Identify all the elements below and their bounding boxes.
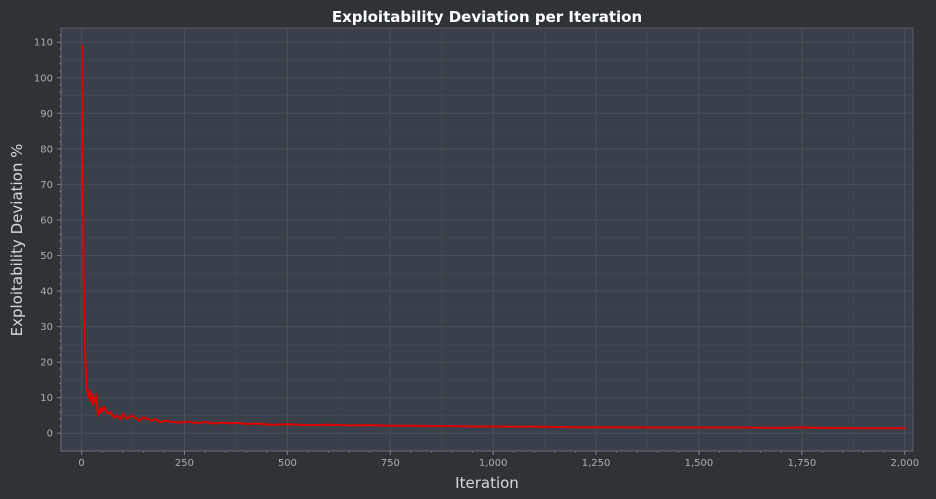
x-tick-label: 750 <box>381 458 400 469</box>
y-tick-label: 70 <box>40 180 53 191</box>
axes <box>60 28 913 452</box>
x-tick-label: 1,750 <box>788 458 817 469</box>
y-tick-label: 80 <box>40 144 53 155</box>
y-tick-label: 90 <box>40 109 53 120</box>
x-tick-label: 0 <box>78 458 84 469</box>
tick-marks <box>57 34 906 455</box>
plot-area <box>60 27 914 452</box>
y-tick-label: 50 <box>40 251 53 262</box>
y-tick-label: 100 <box>34 73 53 84</box>
y-tick-label: 10 <box>40 393 53 404</box>
x-axis-title: Iteration <box>455 474 519 492</box>
x-tick-label: 250 <box>175 458 194 469</box>
x-tick-label: 500 <box>278 458 297 469</box>
x-tick-label: 1,250 <box>582 458 611 469</box>
grid-lines <box>61 28 913 451</box>
y-axis-title: Exploitability Deviation % <box>8 144 26 337</box>
x-tick-label: 2,000 <box>890 458 919 469</box>
y-tick-label: 20 <box>40 358 53 369</box>
y-tick-label: 30 <box>40 322 53 333</box>
y-tick-label: 0 <box>47 429 53 440</box>
x-tick-labels: 0 250 500 750 1,000 1,250 1,500 1,750 2,000 <box>78 458 919 469</box>
y-tick-label: 110 <box>34 38 53 49</box>
series-layer <box>81 44 906 430</box>
x-tick-label: 1,500 <box>685 458 714 469</box>
y-tick-label: 40 <box>40 287 53 298</box>
series-line <box>81 44 906 430</box>
y-tick-label: 60 <box>40 215 53 226</box>
y-tick-labels: 0 10 20 30 40 50 60 70 80 90 100 110 <box>34 38 53 440</box>
chart-title: Exploitability Deviation per Iteration <box>332 8 642 26</box>
x-tick-label: 1,000 <box>479 458 508 469</box>
